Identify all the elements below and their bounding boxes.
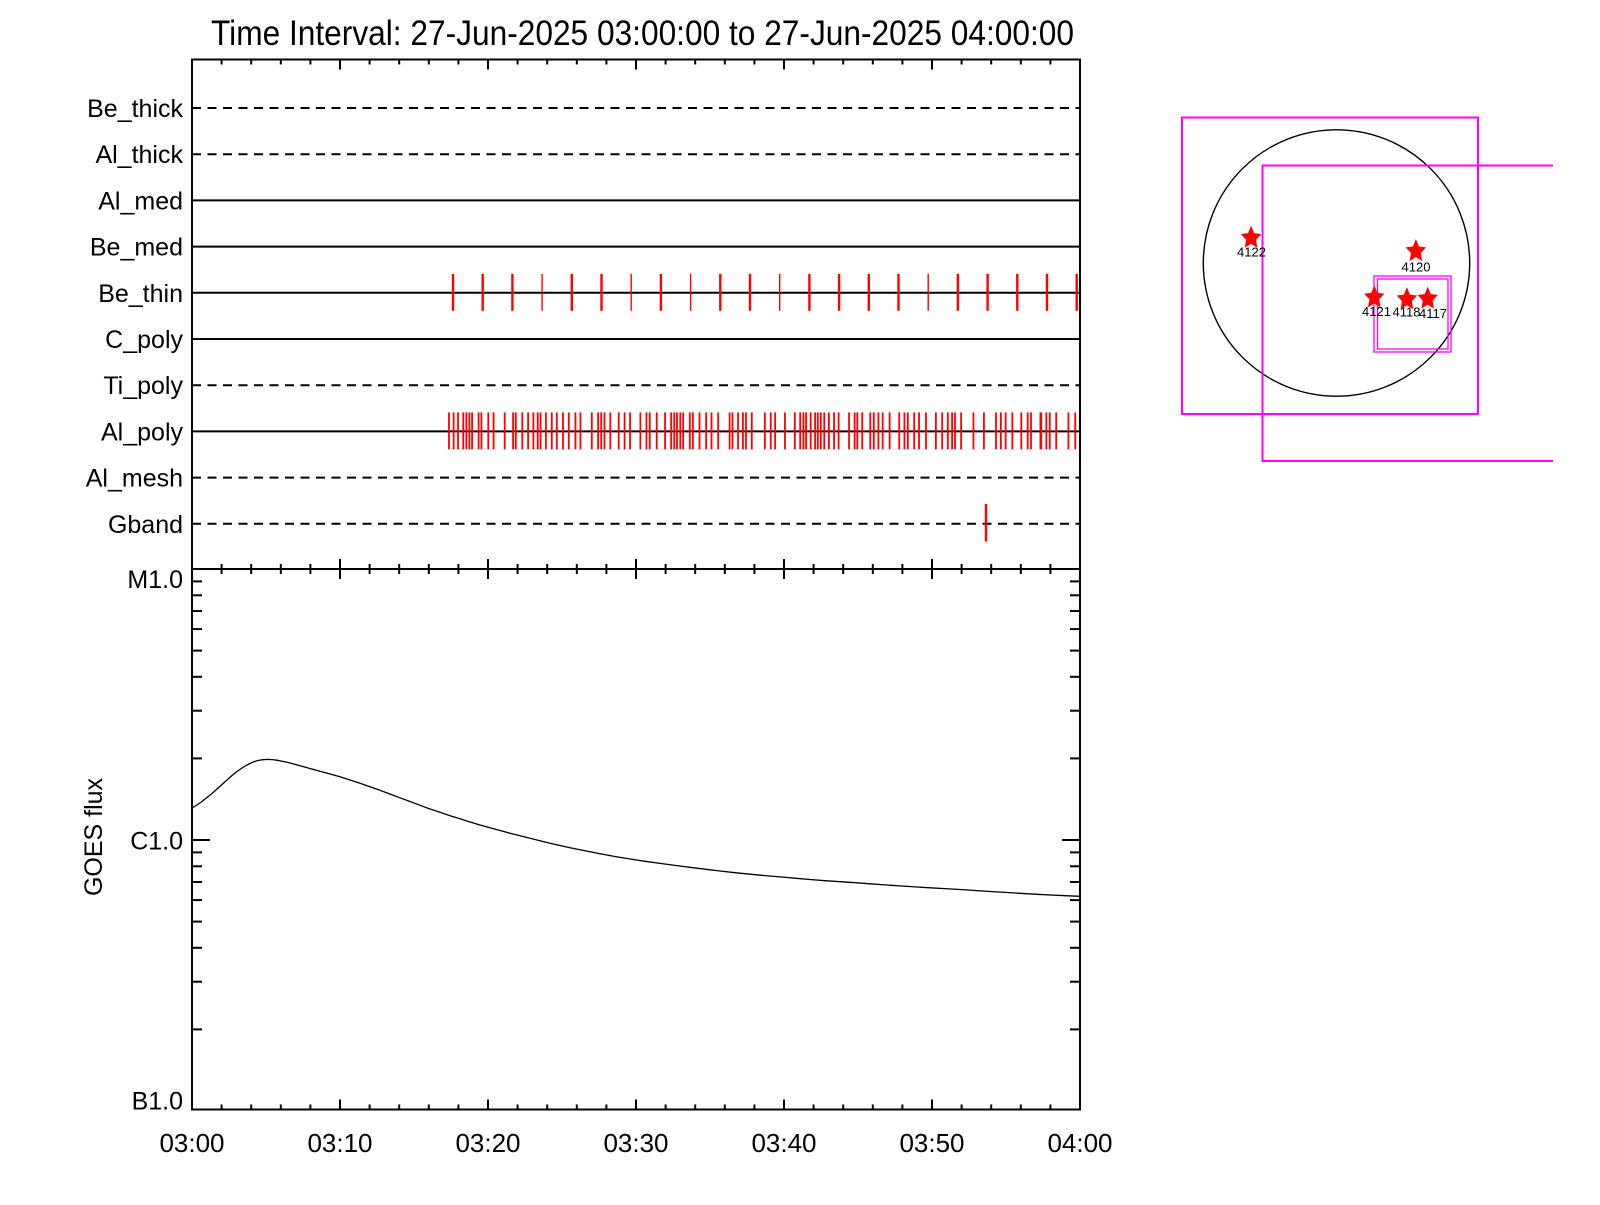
svg-text:M1.0: M1.0 — [127, 566, 183, 594]
svg-text:Al_mesh: Al_mesh — [86, 465, 183, 493]
svg-text:Gband: Gband — [108, 511, 183, 539]
svg-text:Be_thin: Be_thin — [98, 280, 183, 308]
svg-text:Time Interval: 27-Jun-2025 03:: Time Interval: 27-Jun-2025 03:00:00 to 2… — [211, 14, 1074, 53]
svg-text:4121: 4121 — [1362, 304, 1391, 319]
svg-text:4118: 4118 — [1393, 305, 1421, 320]
svg-text:Al_thick: Al_thick — [95, 141, 183, 169]
svg-text:C_poly: C_poly — [105, 326, 183, 354]
svg-text:Al_poly: Al_poly — [101, 418, 183, 446]
svg-text:C1.0: C1.0 — [130, 828, 183, 856]
svg-text:03:40: 03:40 — [751, 1128, 816, 1158]
svg-text:B1.0: B1.0 — [132, 1088, 183, 1116]
svg-text:04:00: 04:00 — [1047, 1128, 1112, 1158]
svg-text:4120: 4120 — [1402, 260, 1431, 275]
svg-text:4122: 4122 — [1237, 245, 1266, 260]
svg-text:03:30: 03:30 — [603, 1128, 668, 1158]
svg-text:4117: 4117 — [1419, 306, 1447, 321]
svg-text:Be_thick: Be_thick — [87, 95, 183, 123]
svg-text:03:00: 03:00 — [159, 1128, 224, 1158]
svg-text:03:10: 03:10 — [307, 1128, 372, 1158]
svg-text:GOES flux: GOES flux — [80, 777, 108, 896]
svg-text:Be_med: Be_med — [90, 234, 183, 262]
svg-text:Al_med: Al_med — [98, 187, 183, 215]
svg-text:03:20: 03:20 — [455, 1128, 520, 1158]
svg-text:03:50: 03:50 — [899, 1128, 964, 1158]
svg-text:Ti_poly: Ti_poly — [103, 372, 183, 400]
